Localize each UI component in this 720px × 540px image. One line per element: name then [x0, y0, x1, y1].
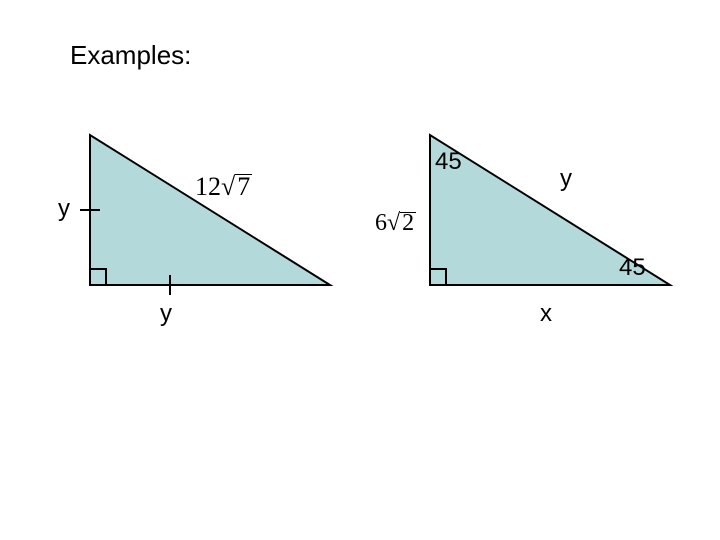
tri2-side-label: 6√2 — [375, 210, 416, 237]
tri2-x-bottom-label: x — [540, 300, 552, 328]
tri2-side-rad: 2 — [400, 212, 416, 235]
tri1-hypotenuse-label: 12√7 — [195, 172, 252, 202]
tri1-y-left-label: y — [58, 195, 70, 223]
tri2-y-hyp-label: y — [560, 165, 572, 193]
tri2-angle-right: 45 — [619, 254, 646, 282]
tri2-angle-top: 45 — [435, 148, 462, 176]
tri1-hyp-coef: 12 — [195, 172, 221, 201]
tri1-y-bottom-label: y — [160, 300, 172, 328]
tri1-hyp-rad: 7 — [235, 174, 252, 198]
diagram-canvas — [0, 0, 720, 540]
triangle-1 — [90, 135, 330, 285]
tri2-side-coef: 6 — [375, 210, 387, 236]
